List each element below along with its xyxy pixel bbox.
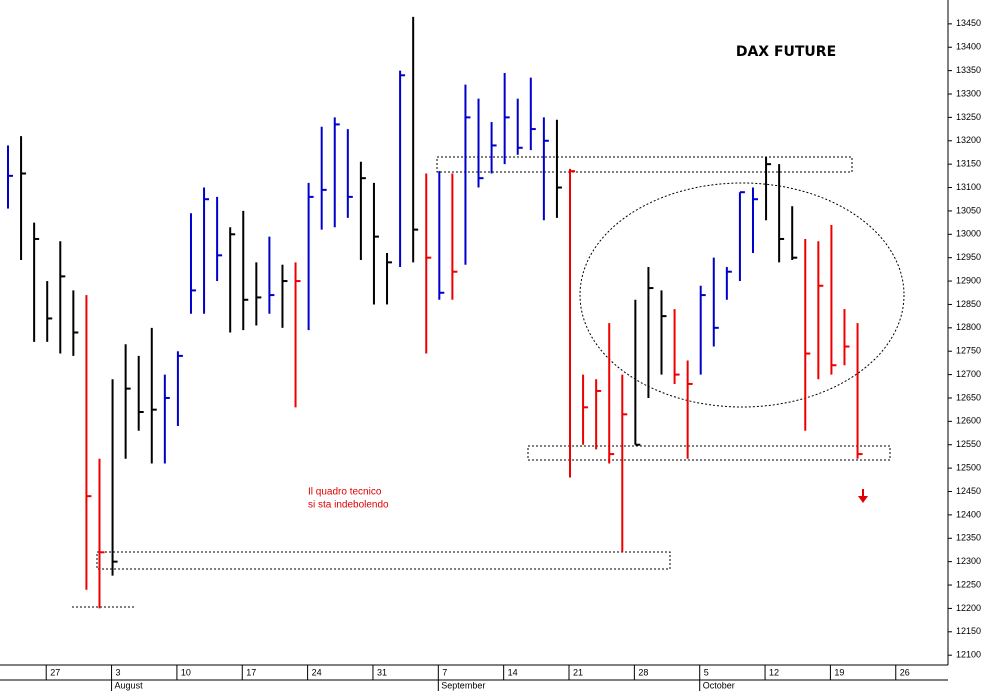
y-tick-label: 12700	[956, 369, 981, 379]
y-tick-label: 12450	[956, 486, 981, 496]
x-tick-label: 10	[181, 667, 191, 677]
x-tick-label: 17	[246, 667, 256, 677]
x-tick-label: 21	[573, 667, 583, 677]
y-tick-label: 12200	[956, 603, 981, 613]
x-tick-label: 3	[116, 667, 121, 677]
y-tick-label: 13200	[956, 135, 981, 145]
x-tick-label: 7	[442, 667, 447, 677]
x-tick-label: 14	[508, 667, 518, 677]
annotation: Il quadro tecnico	[308, 487, 382, 498]
x-tick-label: 28	[638, 667, 648, 677]
x-tick-label: 27	[50, 667, 60, 677]
resistance-zone	[436, 156, 853, 173]
y-tick-label: 13350	[956, 65, 981, 75]
y-tick-label: 13250	[956, 112, 981, 122]
chart-title: DAX FUTURE	[736, 44, 836, 60]
pattern-ellipse	[579, 182, 905, 408]
y-tick-label: 12350	[956, 533, 981, 543]
y-tick-label: 12500	[956, 462, 981, 472]
y-tick-label: 12600	[956, 416, 981, 426]
y-tick-label: 12950	[956, 252, 981, 262]
y-tick-label: 13100	[956, 182, 981, 192]
x-tick-label: 31	[377, 667, 387, 677]
down-arrow	[858, 489, 868, 503]
y-tick-label: 12650	[956, 392, 981, 402]
y-tick-label: 12800	[956, 322, 981, 332]
y-tick-label: 12750	[956, 346, 981, 356]
support-zone	[96, 551, 671, 570]
x-tick-label: 5	[704, 667, 709, 677]
y-tick-label: 12850	[956, 299, 981, 309]
y-tick-label: 12400	[956, 509, 981, 519]
y-tick-label: 13400	[956, 42, 981, 52]
arrow-head	[858, 496, 868, 503]
x-tick-label: 26	[900, 667, 910, 677]
x-tick-label: 24	[312, 667, 322, 677]
support-zone	[527, 445, 891, 461]
y-tick-label: 13150	[956, 159, 981, 169]
month-label: September	[441, 680, 485, 690]
y-tick-label: 12150	[956, 626, 981, 636]
month-label: October	[703, 680, 735, 690]
y-tick-label: 12250	[956, 579, 981, 589]
y-tick-label: 12900	[956, 275, 981, 285]
x-tick-label: 19	[834, 667, 844, 677]
y-tick-label: 13450	[956, 18, 981, 28]
annotation: si sta indebolendo	[308, 500, 389, 511]
y-tick-label: 13050	[956, 205, 981, 215]
month-label: August	[115, 680, 144, 690]
y-tick-label: 12550	[956, 439, 981, 449]
y-tick-label: 12300	[956, 556, 981, 566]
y-tick-label: 13300	[956, 88, 981, 98]
x-tick-label: 12	[769, 667, 779, 677]
y-tick-label: 12100	[956, 650, 981, 660]
y-tick-label: 13000	[956, 229, 981, 239]
